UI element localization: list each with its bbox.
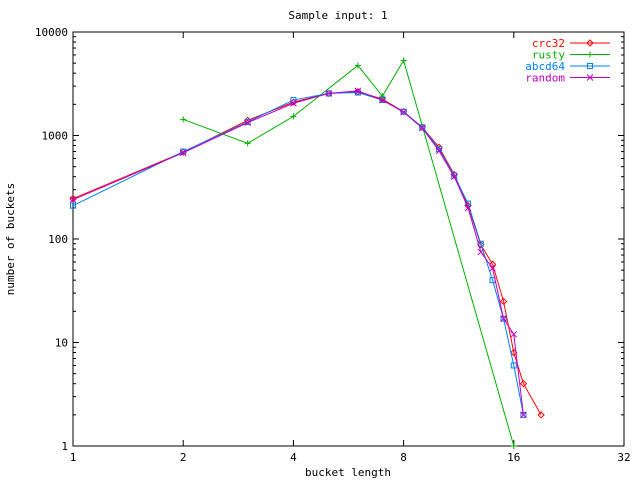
series-abcd64 [70,89,527,418]
legend-label-random: random [525,72,565,85]
data-point-abcd64 [500,315,507,322]
series-random [69,87,527,419]
data-point-random [325,90,333,97]
x-tick-label: 1 [70,451,77,464]
y-axis: 1 10 100 1000 10000 [35,26,624,453]
y-tick-label: 10 [55,337,68,350]
data-point-random [290,99,297,107]
data-point-abcd64 [419,124,426,131]
data-point-random [379,96,386,104]
data-point-random [400,108,407,116]
y-tick-label: 1 [61,440,68,453]
legend-marker-crc32 [586,39,594,47]
data-point-rusty [379,93,386,100]
x-tick-label: 32 [617,451,630,464]
data-point-rusty [244,140,251,147]
data-point-abcd64 [510,362,517,369]
data-point-random [450,173,458,181]
data-point-abcd64 [465,200,472,207]
y-axis-label: number of buckets [4,183,17,296]
data-point-random [520,411,527,419]
data-point-random [489,265,496,272]
data-point-random [244,119,252,127]
data-point-random [500,315,507,323]
legend-label-rusty: rusty [532,49,565,62]
data-point-random [477,248,485,256]
legend-marker-random [586,74,594,81]
data-point-abcd64 [379,97,386,104]
y-tick-label: 100 [48,233,68,246]
data-point-rusty [400,57,407,64]
data-point-rusty [510,443,517,449]
series-crc32 [69,87,545,419]
legend-marker-abcd64 [587,63,593,69]
plot-frame [72,31,625,447]
y-tick-label: 10000 [35,26,68,39]
data-point-rusty [290,113,297,120]
series-rusty [180,57,517,449]
x-tick-label: 8 [400,451,407,464]
data-point-abcd64 [70,202,76,209]
chart-title: Sample input: 1 [288,9,387,22]
series-layer [69,57,545,449]
x-axis: 1 2 4 8 16 32 [70,32,631,464]
data-point-random [418,124,426,132]
data-point-random [464,204,472,212]
data-point-random [354,87,362,95]
data-point-crc32 [537,411,545,419]
data-point-crc32 [519,379,528,388]
data-point-crc32 [488,260,497,268]
x-tick-label: 2 [180,451,187,464]
data-point-crc32 [499,297,508,306]
series-line-crc32 [72,91,542,416]
data-point-abcd64 [354,89,361,96]
data-point-abcd64 [451,172,458,179]
data-point-random [179,149,187,157]
data-point-random [435,147,443,155]
data-point-random [69,196,77,204]
data-point-random [510,330,518,338]
data-point-abcd64 [400,108,407,115]
x-tick-label: 16 [507,451,520,464]
series-line-random [72,90,524,415]
x-axis-label: bucket length [305,466,391,479]
series-line-abcd64 [72,92,524,415]
data-point-rusty [180,116,187,123]
legend-label-crc32: crc32 [532,37,565,50]
x-tick-label: 4 [290,451,297,464]
legend-marker-rusty [587,51,593,58]
legend-label-abcd64: abcd64 [525,60,565,73]
series-line-rusty [183,59,515,447]
data-point-rusty [354,62,361,69]
y-tick-label: 1000 [42,130,69,143]
